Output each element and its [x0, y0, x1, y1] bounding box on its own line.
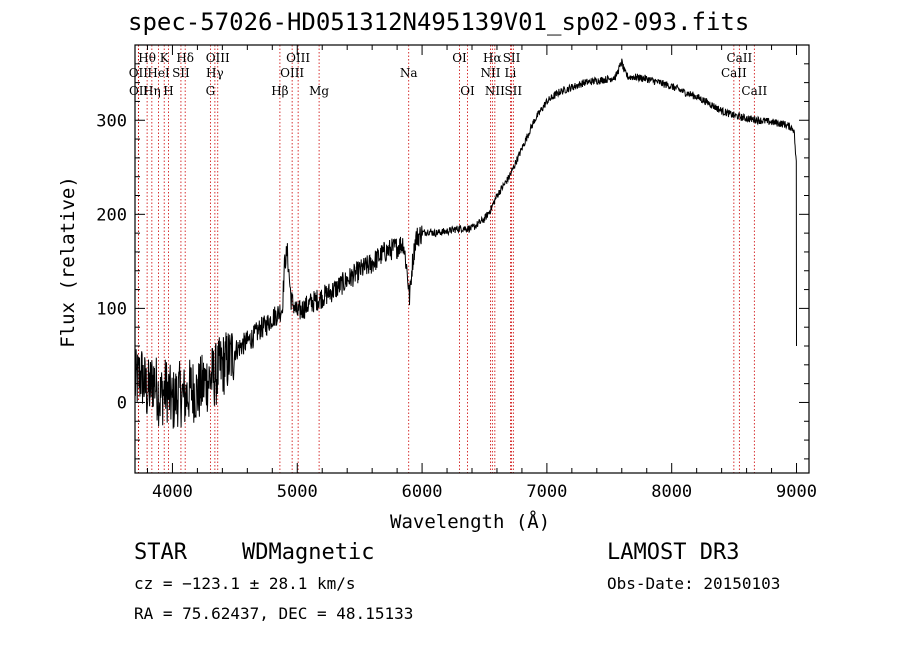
- line-label-OI-6364: OI: [460, 84, 475, 98]
- spectral-line-markers: [137, 45, 755, 473]
- y-tick-label: 100: [96, 299, 127, 319]
- line-label-NII-6583: NII: [485, 84, 505, 98]
- y-tick-label: 200: [96, 205, 127, 225]
- object-class: STAR: [134, 540, 187, 565]
- line-label-CaII-8662: CaII: [741, 84, 767, 98]
- y-axis-ticks: 0 100 200 300: [96, 63, 809, 460]
- line-label-K: K: [160, 51, 170, 65]
- line-label-H-delta: Hδ: [176, 51, 194, 65]
- line-label-CaII-8542: CaII: [726, 51, 752, 65]
- line-label-H-eta: Hη: [143, 84, 161, 98]
- line-label-SII-4068: SII: [172, 66, 190, 80]
- line-label-H-gamma: Hγ: [206, 66, 224, 80]
- line-label-H-alpha: Hα: [483, 51, 502, 65]
- y-tick-label: 300: [96, 111, 127, 131]
- line-label-Na: Na: [400, 66, 418, 80]
- obs-date: Obs-Date: 20150103: [607, 574, 781, 593]
- y-axis-label: Flux (relative): [57, 176, 79, 348]
- x-axis-label: Wavelength (Å): [390, 511, 551, 533]
- plot-frame: [134, 44, 810, 474]
- object-subclass: WDMagnetic: [242, 540, 375, 565]
- coordinates: RA = 75.62437, DEC = 48.15133: [134, 604, 414, 623]
- line-label-OIII-4959: OIII: [280, 66, 304, 80]
- line-label-NII-6548: NII: [480, 66, 500, 80]
- y-tick-label: 0: [117, 393, 127, 413]
- line-label-OII-3727: OII: [129, 66, 149, 80]
- line-label-H: H: [163, 84, 173, 98]
- x-tick-label: 6000: [402, 482, 443, 502]
- redshift-info: cz = −123.1 ± 28.1 km/s: [134, 574, 356, 593]
- line-label-OIII-5007: OIII: [286, 51, 310, 65]
- line-label-OII-3729: OII: [129, 84, 149, 98]
- line-label-G: G: [206, 84, 216, 98]
- chart-title: spec-57026-HD051312N495139V01_sp02-093.f…: [128, 8, 750, 36]
- line-label-HeI: HeI: [147, 66, 170, 80]
- line-label-OIII-4363: OIII: [206, 51, 230, 65]
- x-axis-ticks: 4000 5000 6000 7000 8000 9000: [146, 45, 817, 502]
- survey-name: LAMOST DR3: [607, 540, 740, 565]
- line-label-SII-6731: SII: [504, 84, 522, 98]
- x-tick-label: 4000: [152, 482, 193, 502]
- line-label-H-beta: Hβ: [271, 84, 288, 98]
- line-label-CaII-8498: CaII: [721, 66, 747, 80]
- x-tick-label: 7000: [526, 482, 567, 502]
- spectrum-series-line: [134, 58, 797, 429]
- line-label-Mg: Mg: [309, 84, 329, 98]
- line-label-SII-6717: SII: [503, 51, 521, 65]
- x-tick-label: 9000: [776, 482, 817, 502]
- line-label-H-theta: Hθ: [138, 51, 156, 65]
- line-label-Li: Li: [505, 66, 517, 80]
- x-tick-label: 5000: [277, 482, 318, 502]
- x-tick-label: 8000: [651, 482, 692, 502]
- line-label-OI-6300: OI: [452, 51, 467, 65]
